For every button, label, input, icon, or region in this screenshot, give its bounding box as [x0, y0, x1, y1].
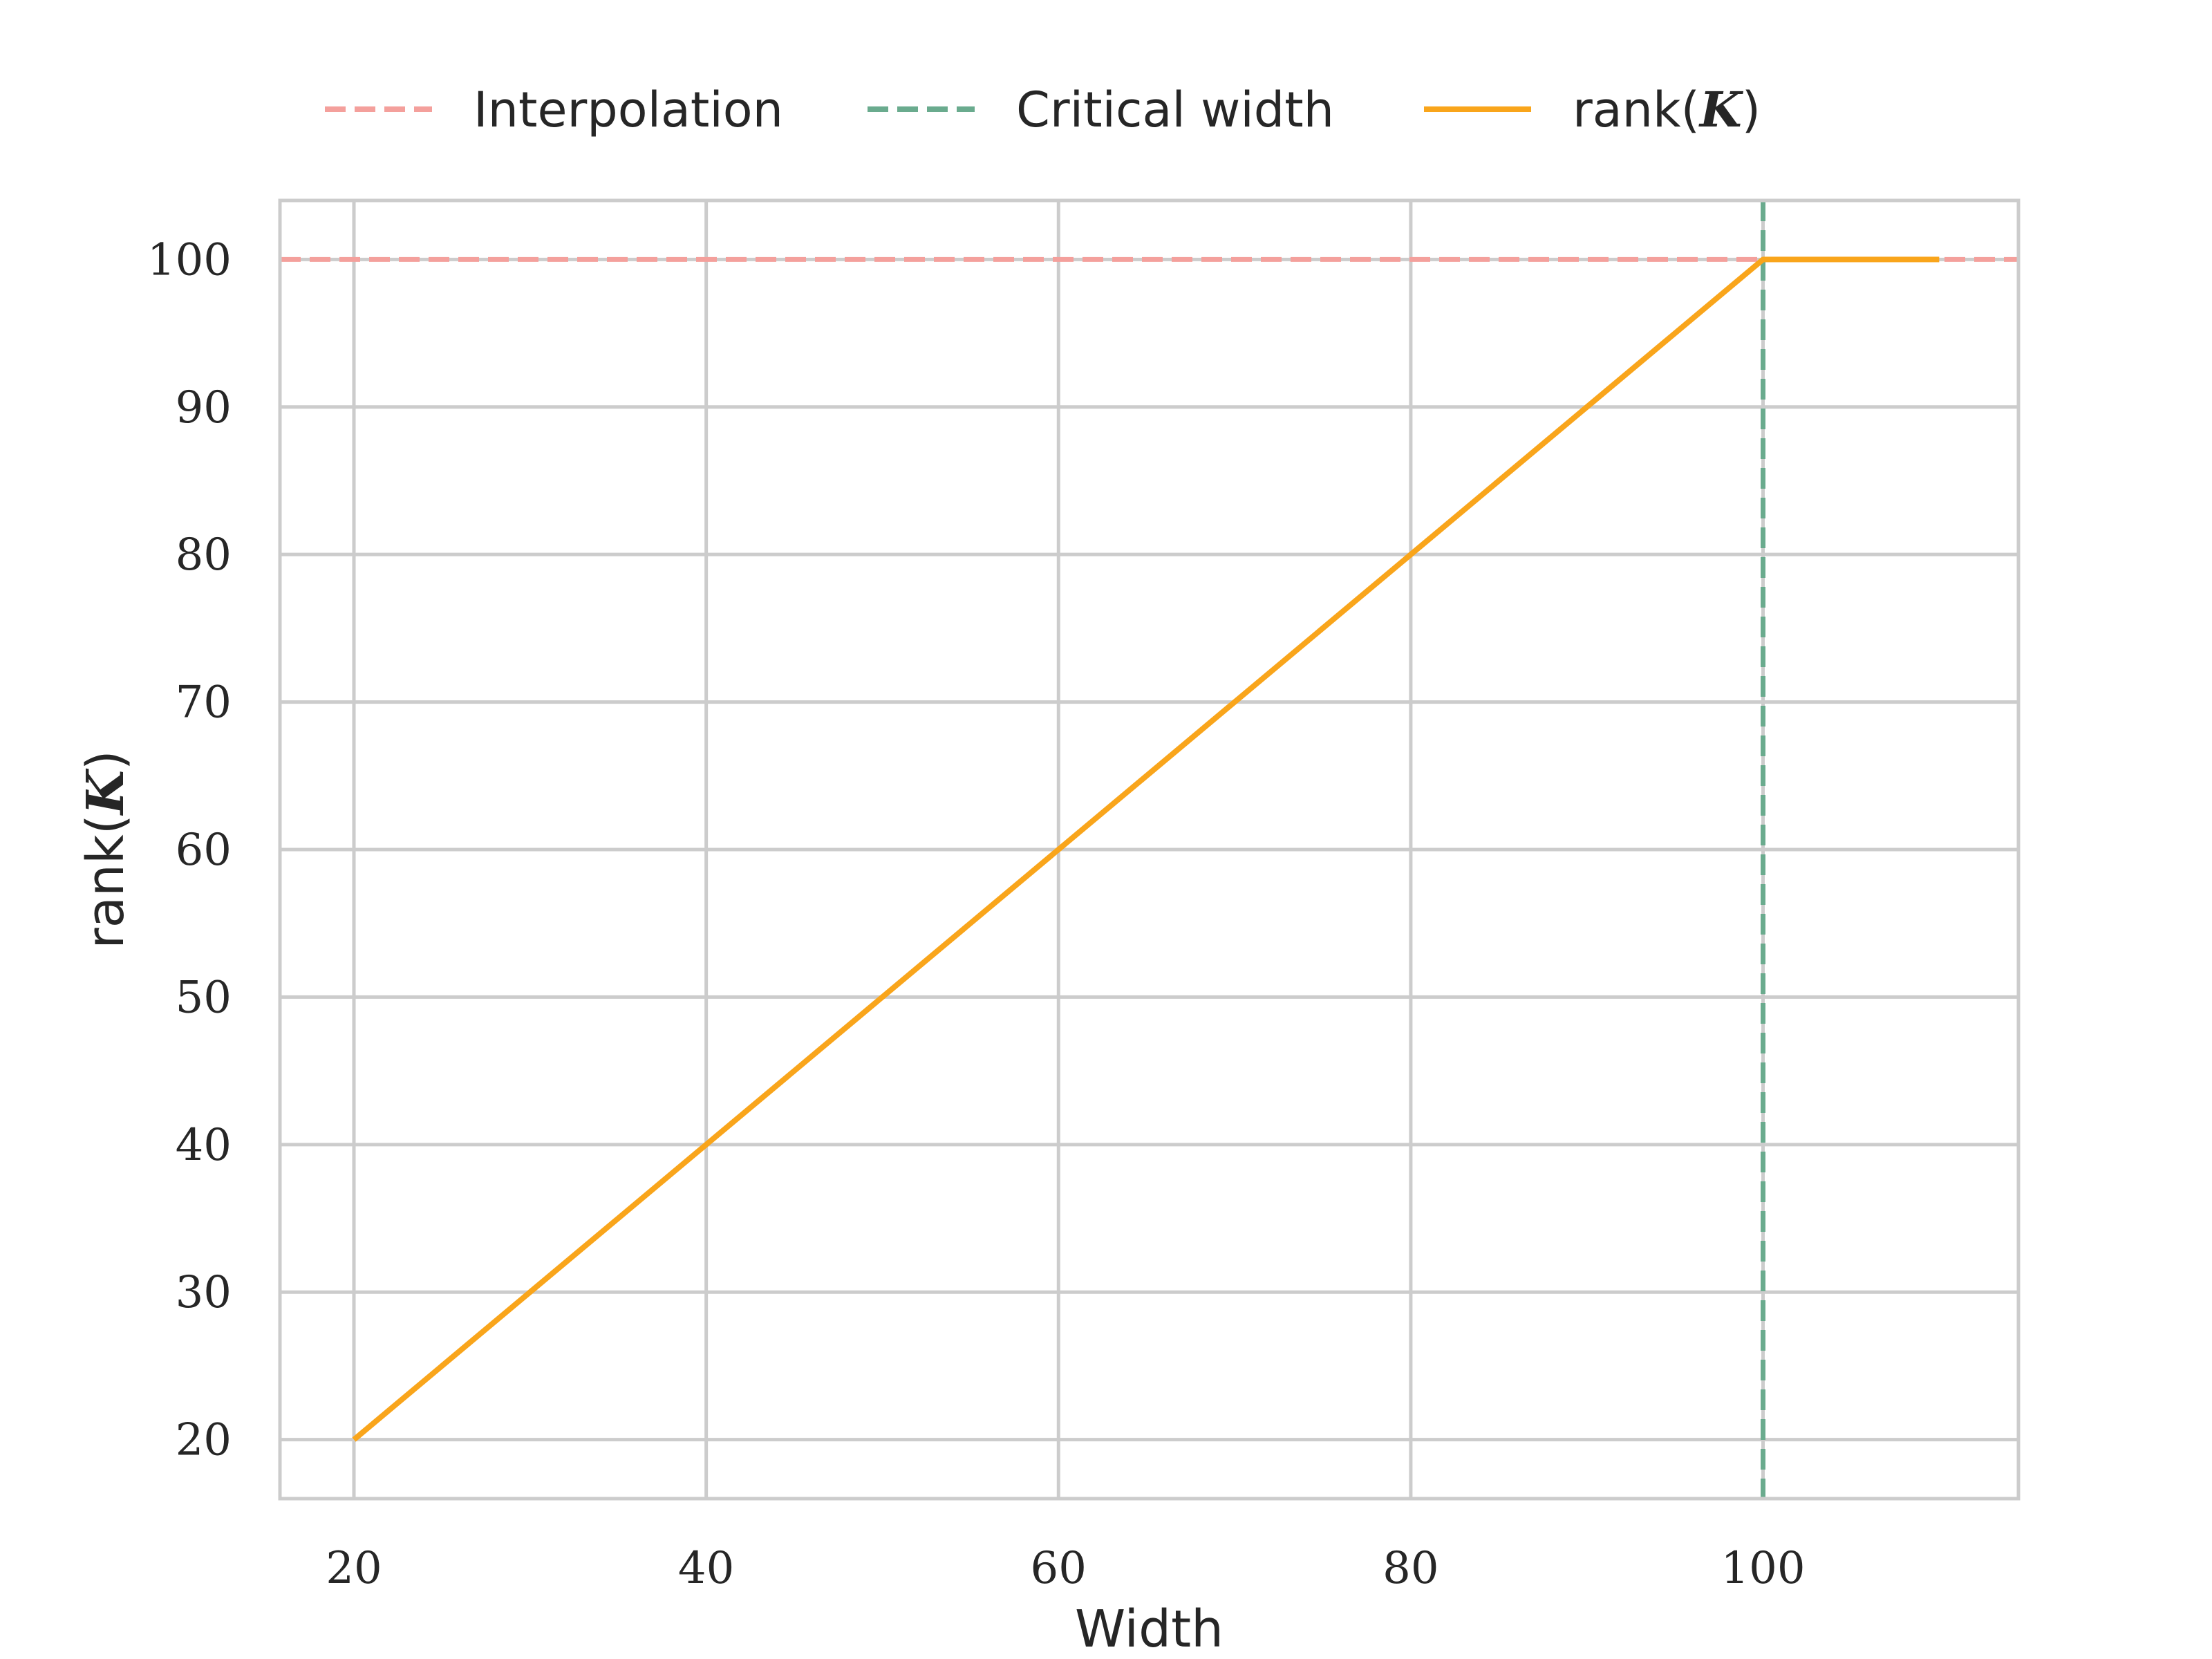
series-rank-k-line: [352, 256, 1940, 1442]
x-tick-label: 20: [326, 1543, 382, 1594]
y-tick-label: 90: [176, 382, 232, 433]
plot-marks: [280, 200, 2018, 1499]
x-tick-label: 40: [678, 1543, 734, 1594]
y-tick-label: 80: [176, 529, 232, 581]
x-tick-label: 60: [1031, 1543, 1087, 1594]
legend-label-critical-width: Critical width: [1016, 82, 1334, 138]
y-tick-label: 70: [176, 677, 232, 729]
x-tick-label: 80: [1382, 1543, 1438, 1594]
plot-frame: [278, 198, 2021, 1501]
y-tick-label: 30: [176, 1267, 232, 1318]
y-axis-label: rank(K): [76, 750, 135, 949]
y-tick-label: 60: [176, 825, 232, 876]
y-tick-label: 40: [176, 1120, 232, 1171]
x-tick-label: 100: [1721, 1543, 1805, 1594]
legend-label-interpolation: Interpolation: [474, 82, 783, 138]
grid: [280, 200, 2018, 1499]
legend-label-rank-k: rank(K): [1573, 81, 1761, 138]
legend: Interpolation Critical width rank(K): [325, 81, 1761, 138]
y-tick-label: 50: [176, 972, 232, 1023]
y-tick-label: 20: [176, 1415, 232, 1466]
y-tick-label: 100: [147, 234, 232, 285]
x-axis-label: Width: [1075, 1600, 1224, 1659]
tick-labels: 20 40 60 80 100 20 30 40 50 60 70 80 90 100: [147, 234, 1806, 1594]
